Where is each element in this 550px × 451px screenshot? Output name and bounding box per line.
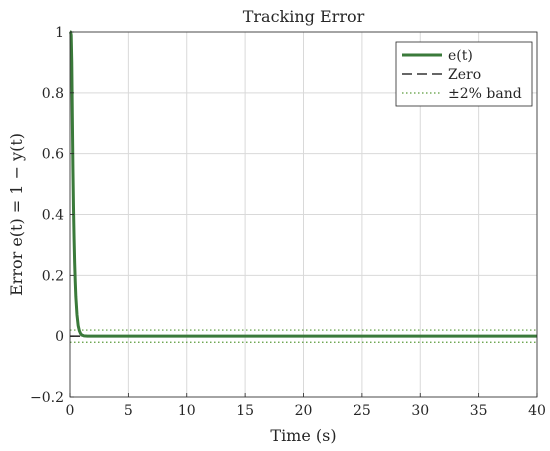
chart-title: Tracking Error <box>243 7 365 26</box>
x-tick-label: 10 <box>178 403 196 419</box>
x-tick-label: 15 <box>236 403 254 419</box>
tick-labels: 0 5 10 15 20 25 30 35 40−0.200.20.40.60.81 <box>30 25 546 419</box>
y-axis-label: Error e(t) = 1 − y(t) <box>7 133 26 296</box>
y-tick-label: 0 <box>55 329 64 345</box>
x-tick-label: 0 <box>66 403 75 419</box>
y-tick-label: 0.8 <box>42 86 64 102</box>
x-tick-label: 20 <box>295 403 313 419</box>
x-axis-label: Time (s) <box>270 426 336 445</box>
x-tick-label: 25 <box>353 403 371 419</box>
legend-label-1: Zero <box>448 67 481 83</box>
x-tick-label: 30 <box>411 403 429 419</box>
y-tick-label: 0.4 <box>42 208 64 224</box>
series-line-0 <box>69 30 537 338</box>
y-tick-label: 1 <box>55 25 64 41</box>
legend: e(t) Zero ±2% band <box>395 41 533 107</box>
y-tick-label: 0.6 <box>42 147 64 163</box>
x-tick-label: 40 <box>528 403 546 419</box>
x-tick-label: 5 <box>124 403 133 419</box>
x-tick-label: 35 <box>470 403 488 419</box>
y-tick-label: 0.2 <box>42 268 64 284</box>
series-layer <box>69 30 537 343</box>
y-tick-label: −0.2 <box>30 390 64 406</box>
legend-label-0: e(t) <box>448 48 473 64</box>
legend-label-2: ±2% band <box>448 86 522 102</box>
